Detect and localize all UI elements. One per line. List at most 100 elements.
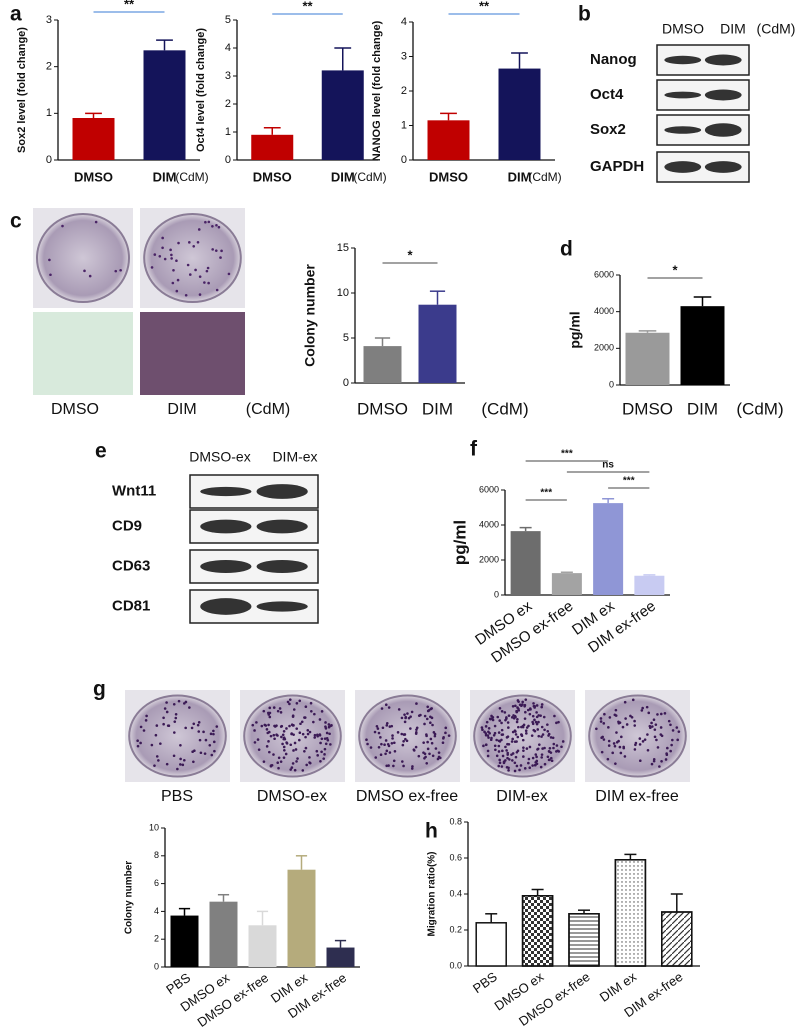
y-tick-label: 4 [154,906,159,916]
colony [276,709,280,713]
colony [269,764,273,767]
colony [169,248,172,252]
colony [606,757,610,761]
significance-label: *** [561,449,573,460]
colony [532,728,536,732]
colony [285,727,288,730]
colony [49,273,52,277]
significance-label: * [407,247,413,262]
colony [634,741,638,745]
colony [385,749,389,753]
colony [638,743,642,746]
colony [426,705,430,709]
significance-label: * [672,262,678,277]
colony [482,744,485,748]
colony [512,714,515,717]
y-tick-label: 6 [154,878,159,888]
bar [418,304,457,383]
colony [495,754,499,758]
colony [308,730,312,734]
colony [656,713,659,716]
colony [369,746,373,749]
colony [484,725,488,728]
colony [264,724,268,727]
x-tick-label: DIM [508,169,532,184]
colony [510,753,513,756]
colony [293,768,297,772]
colony [277,766,280,770]
colony [423,752,427,756]
colony [436,757,440,761]
colony [658,765,661,768]
y-tick-label: 0 [401,154,407,166]
colony [390,741,394,745]
blot-band [256,560,308,573]
colony [531,756,535,760]
colony [304,746,308,750]
colony [540,705,544,709]
bar [510,531,541,595]
blot-band [664,91,702,99]
bar [363,346,402,383]
colony [656,746,660,749]
colony [532,704,536,708]
colony [139,741,142,745]
colony [653,735,657,739]
bar [326,947,355,967]
colony [527,761,530,765]
colony [535,755,538,759]
colony [403,720,407,724]
colony [543,728,546,732]
colony [667,719,671,723]
colony [505,716,508,719]
colony [296,757,299,760]
significance-label: *** [623,476,635,487]
colony [429,715,432,719]
colony [253,729,256,732]
y-axis-label: Sox2 level (fold change) [16,27,28,153]
y-tick-label: 10 [337,287,349,299]
colony [207,220,211,224]
colony [177,241,180,245]
colony [325,731,329,735]
colony [142,729,146,732]
colony [320,750,323,754]
y-tick-label: 2 [225,98,231,110]
colony [88,274,92,278]
colony [625,723,629,726]
colony [192,722,196,726]
colony [615,731,618,734]
colony [648,724,652,728]
colony [652,759,656,763]
colony [318,718,322,721]
colony [555,750,558,753]
colony [503,711,507,714]
colony [170,257,173,260]
colony [265,745,269,748]
colony [312,720,315,724]
colony [414,732,418,735]
colony [323,737,327,740]
colony [415,728,418,731]
colony [485,720,489,724]
colony [652,757,656,761]
colony [330,724,333,727]
colony [387,706,391,709]
colony [513,761,517,765]
colony [666,746,669,750]
colony [385,721,389,725]
colony [292,749,295,752]
colony [153,764,156,767]
colony [262,760,266,764]
y-axis-label: pg/ml [450,520,469,565]
colony [487,730,490,734]
colony [165,762,169,766]
colony [267,723,270,727]
y-tick-label: 5 [225,14,231,26]
colony [423,756,426,760]
colony [83,269,86,273]
colony [501,754,505,758]
colony [498,758,501,762]
colony [255,721,258,724]
colony [659,726,663,729]
